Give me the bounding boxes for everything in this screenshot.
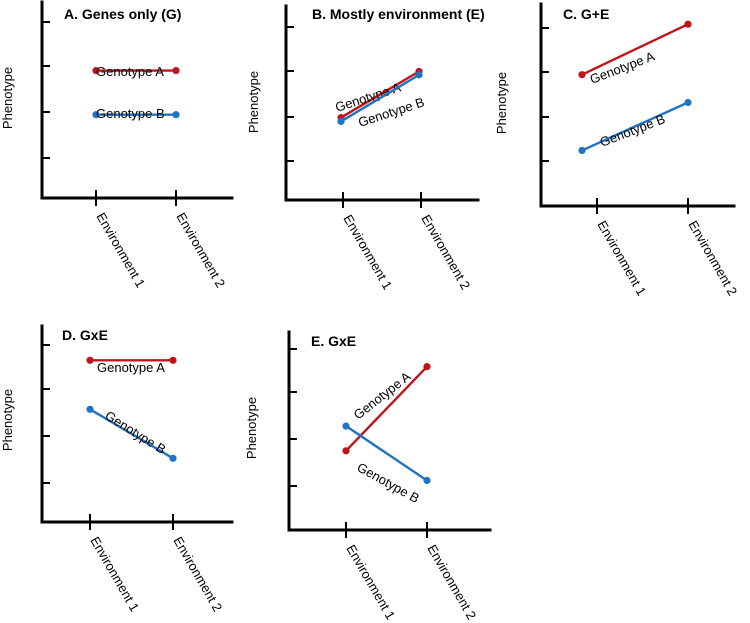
series-label: Genotype B [355, 460, 422, 506]
series-line-genotype-b [89, 408, 174, 460]
panel-title: E. GxE [311, 333, 356, 349]
series-line-genotype-a [340, 70, 420, 119]
data-point-genotype-a [578, 71, 586, 79]
data-point-genotype-a [684, 20, 692, 28]
data-point-genotype-a [172, 67, 180, 75]
panel-d: Environment 1 Environment 2 D. GxE Phenotyp… [0, 324, 234, 614]
data-point-genotype-b [169, 454, 177, 462]
series-label: Genotype A [96, 64, 164, 79]
data-point-genotype-a [169, 356, 177, 364]
data-point-genotype-b [415, 71, 423, 79]
data-point-genotype-a [423, 363, 431, 371]
axes [40, 0, 234, 200]
axes [539, 2, 736, 208]
x-tick-label: Environment 2 [173, 210, 228, 290]
x-tick-label: Environment 2 [418, 212, 473, 292]
panel-title: C. G+E [563, 6, 609, 22]
data-point-genotype-a [92, 67, 100, 75]
axes [40, 324, 234, 524]
x-tick-label: Environment 1 [340, 212, 395, 292]
series-line-genotype-b [340, 73, 420, 123]
series-line-genotype-a [581, 23, 689, 76]
panel-title: D. GxE [62, 327, 108, 343]
panel-title: B. Mostly environment (E) [312, 6, 485, 22]
data-point-genotype-b [342, 422, 350, 430]
data-point-genotype-b [92, 111, 100, 119]
axes [284, 4, 480, 202]
y-axis-label: Phenotype [494, 72, 509, 134]
series-line-genotype-b [345, 425, 428, 482]
y-axis-label: Phenotype [244, 397, 259, 459]
data-point-genotype-b [172, 111, 180, 119]
data-point-genotype-b [578, 146, 586, 155]
x-tick-label: Environment 1 [343, 542, 398, 622]
y-axis-label: Phenotype [246, 71, 261, 133]
panel-title: A. Genes only (G) [64, 6, 181, 22]
x-tick-label: Environment 2 [424, 542, 479, 622]
data-point-genotype-a [342, 447, 350, 455]
x-tick-label: Environment 1 [594, 218, 649, 298]
y-axis-label: Phenotype [0, 67, 15, 129]
data-point-genotype-b [337, 117, 345, 126]
panel-e: Environment 1 Environment 2 E. GxE Phenotyp… [244, 330, 492, 622]
data-point-genotype-b [86, 405, 94, 413]
y-axis-label: Phenotype [0, 389, 15, 451]
data-point-genotype-a [86, 356, 94, 364]
data-point-genotype-b [684, 98, 692, 107]
data-point-genotype-b [423, 476, 431, 485]
series-label: Genotype B [102, 408, 168, 457]
x-tick-label: Environment 1 [93, 210, 148, 290]
x-tick-label: Environment 2 [685, 218, 740, 298]
panel-a: Environment 1 Environment 2 A. Genes only … [0, 0, 234, 290]
panel-b: Environment 1 Environment 2 B. Mostly envi… [246, 4, 485, 292]
panel-c: Environment 1 Environment 2 C. G+E Phenotyp… [494, 2, 740, 298]
x-tick-label: Environment 1 [87, 534, 142, 614]
axes [287, 330, 492, 532]
series-label: Genotype B [598, 111, 667, 150]
series-line-genotype-a [345, 365, 428, 452]
x-tick-label: Environment 2 [170, 534, 225, 614]
series-label: Genotype B [96, 106, 165, 121]
series-line-genotype-b [581, 101, 689, 152]
series-label: Genotype A [97, 360, 165, 375]
